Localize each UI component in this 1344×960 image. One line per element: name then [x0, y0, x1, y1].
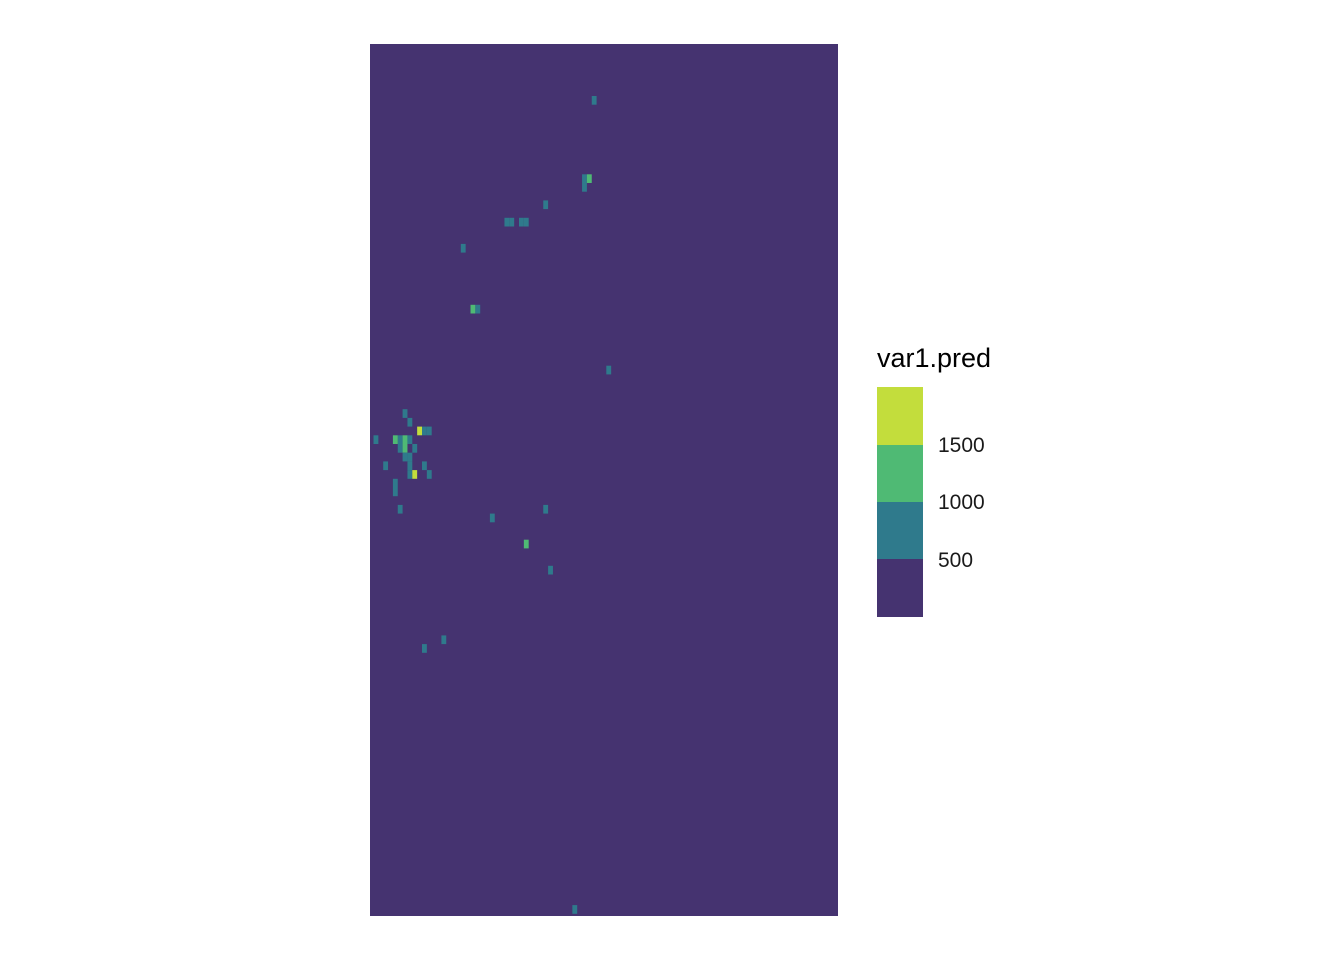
- heatmap-cell: [383, 461, 389, 471]
- heatmap-cell: [422, 644, 427, 653]
- heatmap-cell: [582, 183, 587, 192]
- heatmap-cell: [407, 435, 413, 444]
- heatmap-cell: [475, 304, 481, 314]
- heatmap-cell: [470, 304, 476, 314]
- legend-swatch-0-500: [877, 559, 923, 617]
- legend-swatch-1000-1500: [877, 445, 923, 502]
- legend-swatch-1500-2000: [877, 387, 923, 445]
- heatmap-cell: [519, 217, 524, 227]
- heatmap-cell: [402, 435, 408, 444]
- heatmap-cell: [426, 470, 432, 479]
- legend-swatch-500-1000: [877, 502, 923, 559]
- heatmap-cell: [489, 513, 495, 523]
- heatmap-cell: [426, 426, 432, 436]
- heatmap-cell: [460, 243, 466, 253]
- heatmap-cell: [402, 409, 408, 418]
- heatmap-cell: [417, 426, 422, 436]
- heatmap-cell: [509, 217, 515, 227]
- heatmap-cell: [402, 452, 408, 462]
- heatmap-cell: [422, 426, 427, 436]
- heatmap-panel: [370, 44, 838, 916]
- heatmap-cell: [441, 635, 447, 645]
- heatmap-cell: [504, 217, 510, 227]
- heatmap-cell: [422, 461, 427, 471]
- heatmap-cell: [407, 461, 413, 471]
- heatmap-cell: [606, 365, 612, 375]
- heatmap-cell: [392, 478, 398, 488]
- heatmap-cell: [586, 174, 592, 183]
- heatmap-cell: [543, 200, 549, 210]
- heatmap-cell: [402, 444, 408, 453]
- heatmap-cell: [392, 487, 398, 497]
- legend-tick-500: 500: [938, 549, 973, 572]
- heatmap-cell: [582, 174, 587, 183]
- heatmap-cell: [543, 504, 549, 514]
- heatmap-cell: [412, 444, 418, 453]
- heatmap-cells: [373, 96, 612, 914]
- heatmap-cell: [523, 217, 529, 227]
- heatmap-cell: [397, 435, 403, 444]
- legend: var1.pred 1500 1000 500: [877, 343, 991, 617]
- heatmap-cell: [392, 435, 398, 444]
- heatmap-cell: [548, 565, 553, 575]
- heatmap-cell: [407, 452, 413, 462]
- heatmap-cell: [523, 539, 529, 549]
- legend-title: var1.pred: [877, 343, 991, 373]
- heatmap-cell: [407, 470, 413, 479]
- heatmap-cell: [397, 504, 403, 514]
- heatmap-cell: [591, 96, 597, 105]
- legend-tick-1000: 1000: [938, 491, 985, 514]
- legend-tick-1500: 1500: [938, 434, 985, 457]
- heatmap-cell: [412, 470, 418, 479]
- heatmap-cell: [397, 444, 403, 453]
- heatmap-cell: [407, 417, 413, 427]
- heatmap-cell: [373, 435, 379, 444]
- heatmap-cell: [572, 905, 578, 914]
